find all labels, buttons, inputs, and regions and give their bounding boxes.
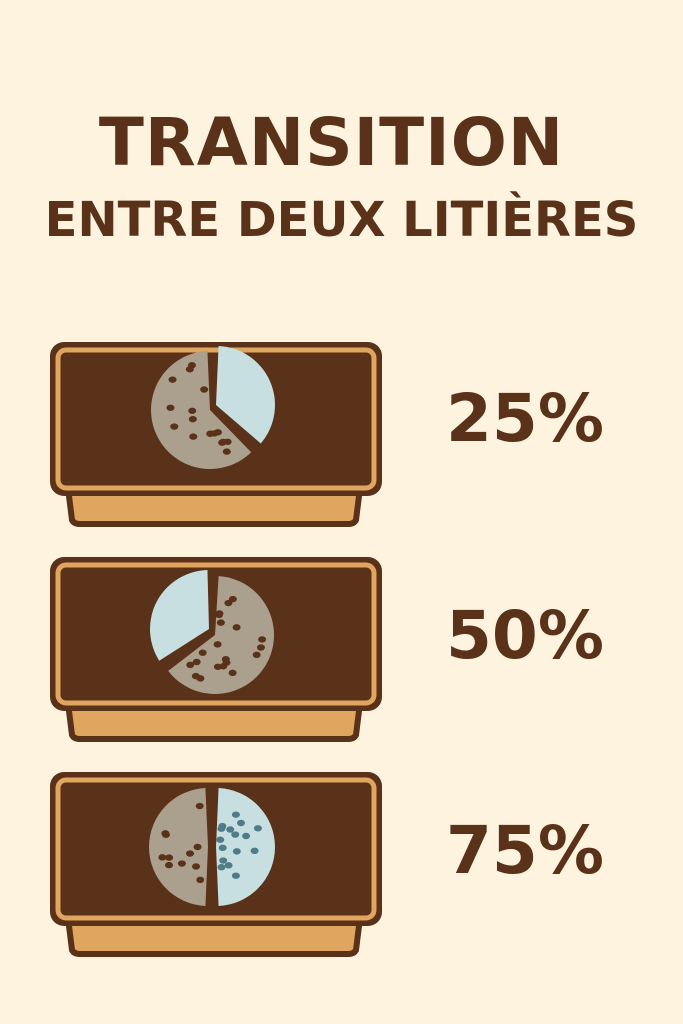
- old-litter-granule: [168, 376, 177, 383]
- old-litter-granule: [186, 661, 195, 669]
- tray-rim-inner: [55, 777, 377, 921]
- old-litter-granule: [158, 854, 167, 861]
- old-litter-granule: [193, 843, 202, 851]
- old-litter-granule: [185, 850, 194, 857]
- old-litter-granule: [198, 649, 207, 656]
- tray-base: [64, 915, 364, 957]
- new-litter-slice: [216, 788, 275, 906]
- old-litter-granule: [170, 423, 179, 430]
- tray-base: [64, 485, 364, 527]
- old-litter-granule: [219, 438, 228, 446]
- step-3-percent: 75%: [446, 812, 604, 889]
- old-litter-granule: [215, 610, 224, 617]
- new-litter-slice: [149, 570, 209, 661]
- old-litter-granule: [222, 448, 231, 455]
- new-litter-granule: [226, 826, 235, 833]
- new-litter-granule: [217, 864, 226, 871]
- old-litter-granule: [232, 624, 241, 631]
- old-litter-granule: [165, 854, 174, 861]
- old-litter-granule: [252, 651, 261, 659]
- old-litter-granule: [192, 863, 201, 870]
- new-litter-granule: [219, 857, 228, 864]
- litter-box-step-2: [50, 557, 382, 742]
- old-litter-granule: [188, 415, 197, 423]
- new-litter-granule: [231, 831, 240, 838]
- old-litter-granule: [185, 366, 194, 373]
- old-litter-granule: [213, 641, 222, 648]
- litter-surface: [66, 788, 366, 910]
- old-litter-granule: [177, 860, 186, 867]
- new-litter-slice: [216, 346, 275, 444]
- step-2-percent: 50%: [446, 597, 604, 674]
- old-litter-granule: [228, 595, 237, 603]
- old-litter-slice: [149, 788, 208, 906]
- old-litter-granule: [188, 407, 197, 414]
- old-litter-granule: [219, 663, 228, 670]
- litter-pie: [149, 570, 274, 694]
- old-litter-granule: [256, 644, 265, 651]
- new-litter-granule: [236, 819, 245, 827]
- litter-box-step-3: [50, 772, 382, 957]
- old-litter-granule: [216, 619, 225, 626]
- old-litter-granule: [196, 675, 205, 682]
- old-litter-granule: [192, 658, 201, 666]
- litter-box-step-1: [50, 342, 382, 527]
- new-litter-granule: [224, 862, 233, 869]
- litter-pie: [149, 788, 275, 906]
- new-litter-granule: [232, 848, 241, 855]
- tray-rim-inner: [55, 562, 377, 706]
- old-litter-granule: [210, 430, 219, 437]
- tray-rim-inner: [55, 347, 377, 491]
- old-litter-granule: [166, 404, 175, 411]
- old-litter-granule: [161, 831, 170, 838]
- new-litter-granule: [250, 847, 259, 855]
- new-litter-granule: [231, 811, 240, 818]
- old-litter-granule: [165, 861, 174, 869]
- old-litter-granule: [228, 669, 237, 677]
- new-litter-granule: [218, 844, 227, 852]
- new-litter-granule: [231, 872, 240, 879]
- old-litter-granule: [195, 802, 204, 810]
- old-litter-granule: [258, 636, 267, 643]
- step-1-percent: 25%: [446, 380, 604, 457]
- old-litter-granule: [189, 433, 198, 440]
- page-subtitle: ENTRE DEUX LITIÈRES: [44, 192, 639, 248]
- tray-base: [64, 700, 364, 742]
- old-litter-granule: [196, 876, 205, 884]
- new-litter-granule: [253, 825, 262, 832]
- new-litter-granule: [216, 836, 225, 843]
- litter-pie: [151, 346, 275, 469]
- page-title: TRANSITION: [98, 104, 565, 181]
- new-litter-granule: [218, 822, 227, 830]
- old-litter-granule: [200, 386, 209, 393]
- new-litter-granule: [242, 832, 251, 840]
